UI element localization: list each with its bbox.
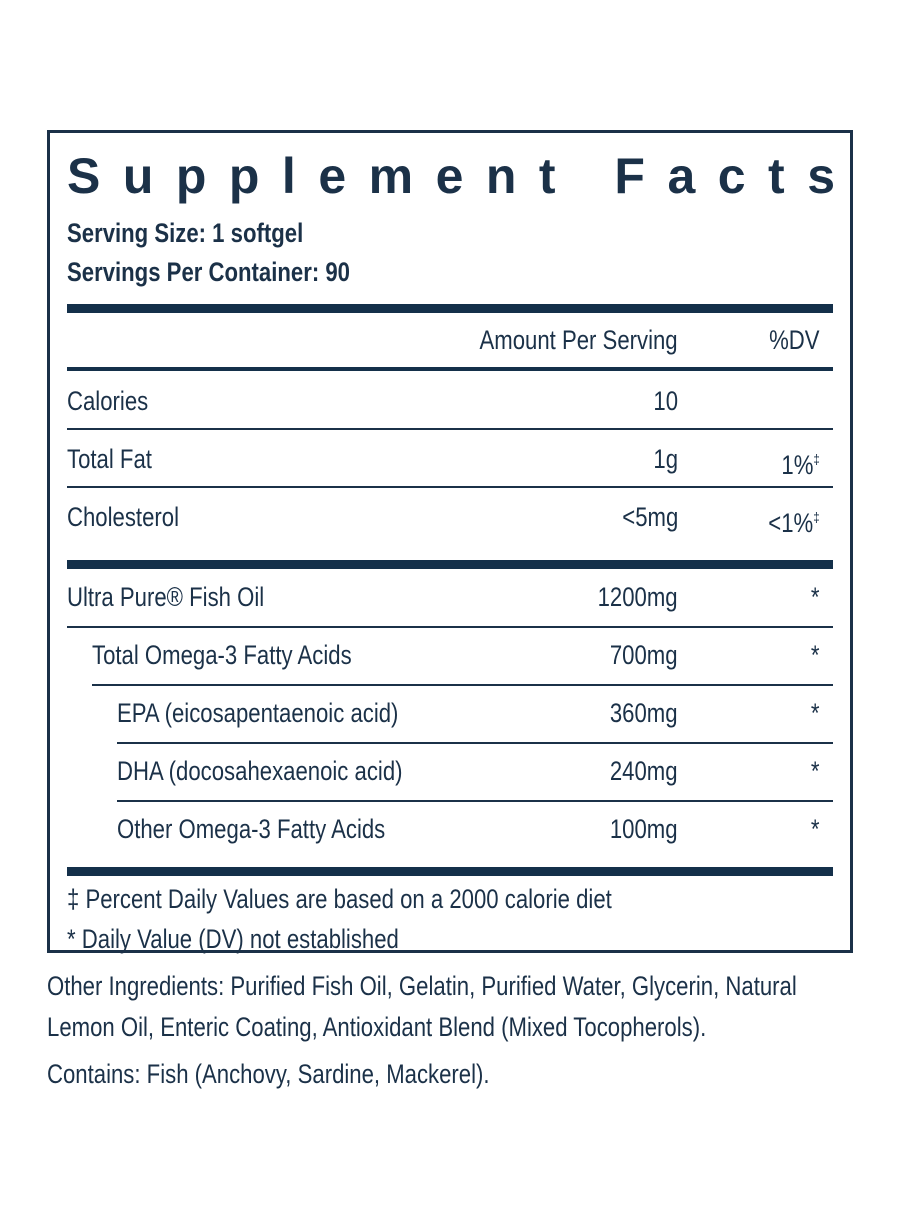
row-label: Ultra Pure® Fish Oil (67, 582, 265, 612)
title-svg: Supplement Facts (67, 148, 835, 204)
row-label: EPA (eicosapentaenoic acid) (117, 698, 399, 728)
row-dv: <1%‡ (769, 501, 820, 539)
row-label: Cholesterol (67, 502, 179, 532)
dv-value: * (811, 814, 820, 844)
servings-per-container: Servings Per Container: 90 (67, 257, 351, 287)
thin-rule (67, 626, 833, 628)
thin-rule (92, 684, 833, 686)
footnote: * Daily Value (DV) not established (67, 924, 399, 954)
contains: Contains: Fish (Anchovy, Sardine, Macker… (47, 1059, 490, 1089)
row-amount: 1200mg (597, 582, 678, 612)
medium-rule (67, 367, 833, 371)
dv-value: <1% (768, 508, 814, 538)
row-label: Calories (67, 386, 149, 416)
thin-rule (67, 428, 833, 430)
row-dv: * (811, 697, 820, 729)
row-amount: 240mg (610, 756, 678, 786)
thin-rule (67, 486, 833, 488)
dv-mark: ‡ (813, 509, 820, 525)
row-dv: * (811, 755, 820, 787)
row-amount: 700mg (610, 640, 678, 670)
row-label: Total Fat (67, 444, 152, 474)
thin-rule (117, 742, 833, 744)
row-label: Other Omega-3 Fatty Acids (117, 814, 386, 844)
dv-value: * (811, 582, 820, 612)
thick-rule (67, 560, 833, 569)
row-dv: 1%‡ (782, 443, 820, 481)
dv-value: * (811, 698, 820, 728)
dv-header: %DV (769, 325, 820, 355)
row-dv: * (811, 639, 820, 671)
other-ingredients: Other Ingredients: Purified Fish Oil, Ge… (47, 971, 797, 1042)
serving-size: Serving Size: 1 softgel (67, 218, 304, 248)
row-amount: <5mg (621, 502, 678, 532)
row-label: DHA (docosahexaenoic acid) (117, 756, 403, 786)
thick-rule (67, 867, 833, 876)
dv-value: * (811, 756, 820, 786)
dv-value: * (811, 640, 820, 670)
row-amount: 360mg (610, 698, 678, 728)
thin-rule (117, 800, 833, 802)
row-amount: 100mg (610, 814, 678, 844)
row-amount: 10 (653, 386, 678, 416)
footnote: ‡ Percent Daily Values are based on a 20… (67, 884, 612, 914)
thick-rule (67, 304, 833, 313)
row-dv: * (811, 581, 820, 613)
dv-value: 1% (781, 450, 814, 480)
dv-mark: ‡ (813, 451, 820, 467)
panel-title: Supplement Facts (67, 148, 835, 204)
row-label: Total Omega-3 Fatty Acids (92, 640, 352, 670)
amount-header: Amount Per Serving (479, 325, 678, 355)
row-amount: 1g (653, 444, 678, 474)
row-dv: * (811, 813, 820, 845)
facts-panel (47, 130, 853, 953)
